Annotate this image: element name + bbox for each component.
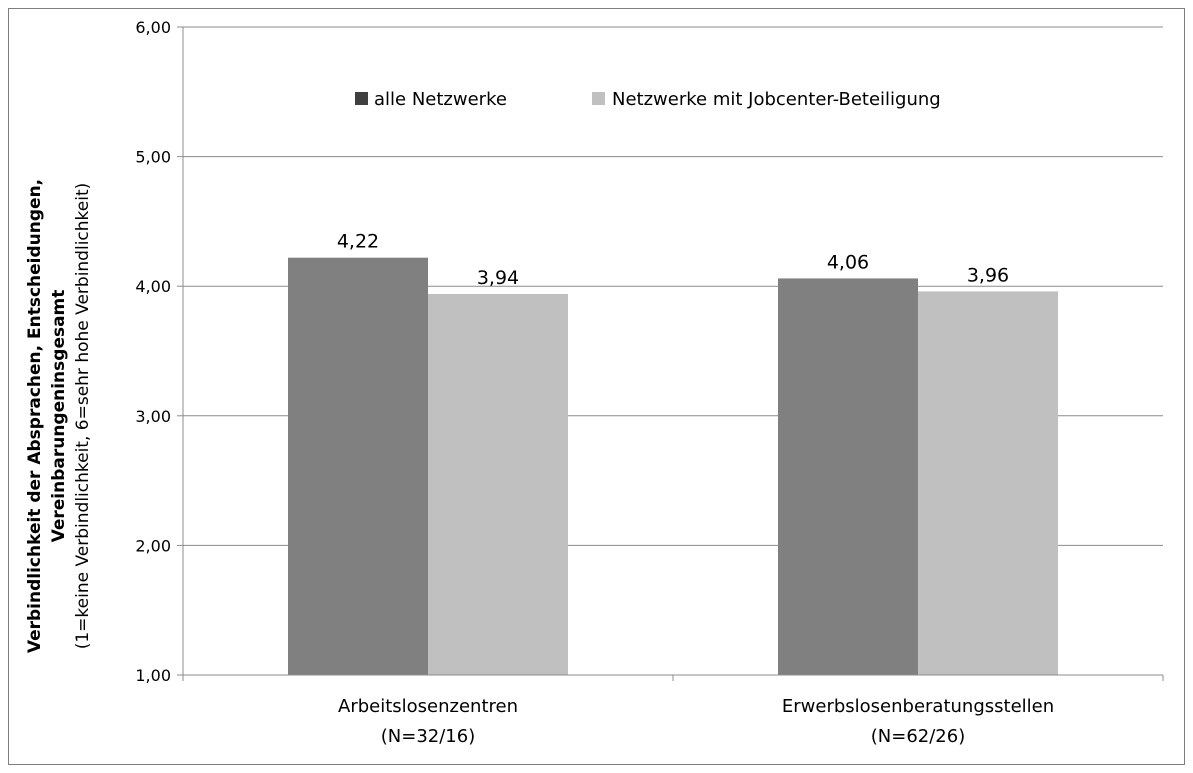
x-category-note: (N=62/26) — [871, 726, 965, 747]
y-tick-label: 5,00 — [135, 148, 171, 167]
labels: 1,00 2,00 3,00 4,00 5,00 6,00 4,22 3,94 Arbeitsl… — [135, 18, 1054, 747]
data-label: 4,22 — [337, 231, 379, 253]
y-tick-label: 1,00 — [135, 666, 171, 685]
legend-swatch-netzwerke-mit-jobcenter — [592, 92, 605, 105]
x-category-label: Arbeitslosenzentren — [338, 696, 518, 717]
data-label: 3,94 — [477, 267, 519, 289]
data-label: 3,96 — [967, 264, 1009, 286]
axes — [177, 26, 1164, 681]
x-category-label: Erwerbslosenberatungsstellen — [782, 696, 1054, 717]
bar-jobcenter-arbeitslosenzentren — [428, 293, 568, 675]
y-axis-title-line-1: Verbindlichkeit der Absprachen, Entschei… — [25, 179, 45, 653]
bars — [288, 257, 1058, 675]
y-tick-label: 4,00 — [135, 277, 171, 296]
y-tick-label: 3,00 — [135, 407, 171, 426]
legend-label-alle-netzwerke: alle Netzwerke — [374, 89, 507, 110]
legend-swatch-alle-netzwerke — [355, 92, 368, 105]
bar-jobcenter-erwerbslosenberatungsstellen — [918, 291, 1058, 675]
legend: alle Netzwerke Netzwerke mit Jobcenter-B… — [355, 89, 941, 110]
bar-alle-netzwerke-arbeitslosenzentren — [288, 257, 428, 675]
y-tick-label: 6,00 — [135, 18, 171, 37]
data-label: 4,06 — [827, 251, 869, 273]
y-tick-label: 2,00 — [135, 536, 171, 555]
y-axis-title: Verbindlichkeit der Absprachen, Entschei… — [25, 179, 93, 653]
bar-alle-netzwerke-erwerbslosenberatungsstellen — [778, 278, 918, 675]
x-category-note: (N=32/16) — [381, 726, 475, 747]
y-axis-title-line-2: Vereinbarungeninsgesamt — [49, 290, 69, 543]
legend-label-netzwerke-mit-jobcenter: Netzwerke mit Jobcenter-Beteiligung — [612, 89, 941, 110]
y-axis-title-note: (1=keine Verbindlichkeit, 6=sehr hohe Ve… — [73, 183, 93, 650]
